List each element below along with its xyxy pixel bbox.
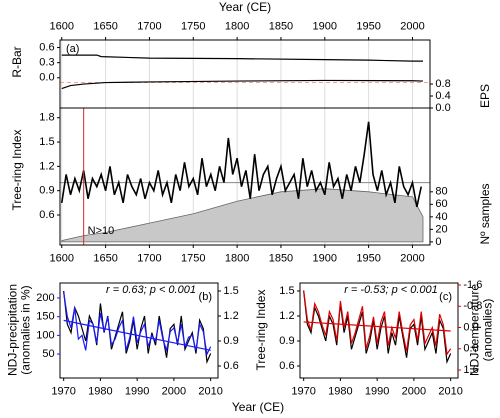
y-tick-label: 1.2 [223,310,238,322]
y-tick-label: -1.6 [463,279,482,291]
axis-label: NDJ-precipitation [6,284,20,376]
y-tick-label: 200 [36,292,54,304]
y-tick-label: 0.0 [463,321,478,333]
axis-label: EPS [478,84,492,108]
trend-line [303,321,451,332]
y-tick-label: 0.8 [463,343,478,355]
y-tick-label: 0.9 [279,335,294,347]
axis-label: NDJ-temperature [468,284,482,376]
x-tick-label: 1650 [93,252,117,264]
panel-label: (c) [439,291,452,303]
y-tick-label: -0.8 [463,300,482,312]
line [303,290,452,365]
y-tick-label: 40 [435,211,447,223]
plot-frame [59,39,431,109]
axis-label: Tree-ring Index [10,130,24,211]
y-tick-label: 150 [36,311,54,323]
x-tick-label: 1800 [225,252,249,264]
x-tick-label: 2000 [400,252,424,264]
y-tick-label: 0.6 [39,209,54,221]
y-tick-label: 1.8 [39,112,54,124]
x-tick-label: 1950 [356,20,380,32]
area [61,188,424,243]
line [303,290,452,356]
x-tick-label: 1850 [269,252,293,264]
x-tick-label: 1990 [365,385,389,397]
axis-label: (anomalies in %) [19,285,33,374]
y-tick-label: 0.3 [39,57,54,69]
axis-label: Nº samples [478,183,492,244]
x-tick-label: 1990 [125,385,149,397]
line [61,54,423,62]
line [63,292,212,357]
y-tick-label: 1.5 [279,285,294,297]
x-tick-label: 1600 [50,20,74,32]
x-tick-label: 2000 [162,385,186,397]
annotation: r = -0.53; p < 0.001 [344,284,438,296]
y-tick-label: 0.0 [435,102,450,114]
y-tick-label: 0.6 [279,360,294,372]
y-tick-label: 60 [435,198,447,210]
y-tick-label: 0.8 [435,78,450,90]
y-tick-label: 1.2 [39,160,54,172]
trend-line [63,319,211,351]
x-tick-label: 1700 [137,20,161,32]
x-tick-label: 1800 [225,20,249,32]
x-axis-label: Year (CE) [219,0,271,14]
y-tick-label: 0 [435,236,441,248]
y-tick-label: 0.9 [223,335,238,347]
y-tick-label: 100 [36,329,54,341]
plot-frame [59,107,431,246]
y-tick-label: 50 [42,348,54,360]
y-tick-label: 0.0 [39,72,54,84]
x-tick-label: 1970 [51,385,75,397]
x-tick-label: 2010 [438,385,462,397]
y-tick-label: 1.6 [463,364,478,376]
axis-label: (anomalies) [481,299,495,362]
x-tick-label: 1700 [137,252,161,264]
x-tick-label: 1980 [88,385,112,397]
y-tick-label: 20 [435,223,447,235]
x-tick-label: 2000 [402,385,426,397]
y-tick-label: 1.2 [279,310,294,322]
marker-label: N>10 [88,225,115,237]
x-tick-label: 1750 [181,252,205,264]
y-tick-label: 0.4 [435,90,450,102]
axis-label: Tree-ring Index [254,290,268,371]
x-tick-label: 1850 [269,20,293,32]
axis-label: R-Bar [10,46,24,77]
x-tick-label: 1950 [356,252,380,264]
x-tick-label: 2000 [400,20,424,32]
x-tick-label: 1900 [313,252,337,264]
line [61,79,424,90]
y-tick-label: 1.5 [223,285,238,297]
x-tick-label: 1600 [50,252,74,264]
x-tick-label: 1900 [313,20,337,32]
x-tick-label: 2010 [198,385,222,397]
y-tick-label: 0.6 [39,41,54,53]
panel-label: (b) [199,291,212,303]
x-tick-label: 1980 [328,385,352,397]
x-axis-label: Year (CE) [232,400,284,414]
line [63,290,212,365]
x-tick-label: 1970 [291,385,315,397]
annotation: r = 0.63; p < 0.001 [106,284,196,296]
y-tick-label: 0.6 [223,360,238,372]
x-tick-label: 1750 [181,20,205,32]
y-tick-label: 80 [435,186,447,198]
plot-frame [59,282,219,379]
panel-label: (a) [66,43,79,55]
y-tick-label: 0.9 [39,185,54,197]
line [60,121,423,208]
x-tick-label: 1650 [93,20,117,32]
y-tick-label: 1.5 [39,136,54,148]
plot-frame [299,282,459,379]
